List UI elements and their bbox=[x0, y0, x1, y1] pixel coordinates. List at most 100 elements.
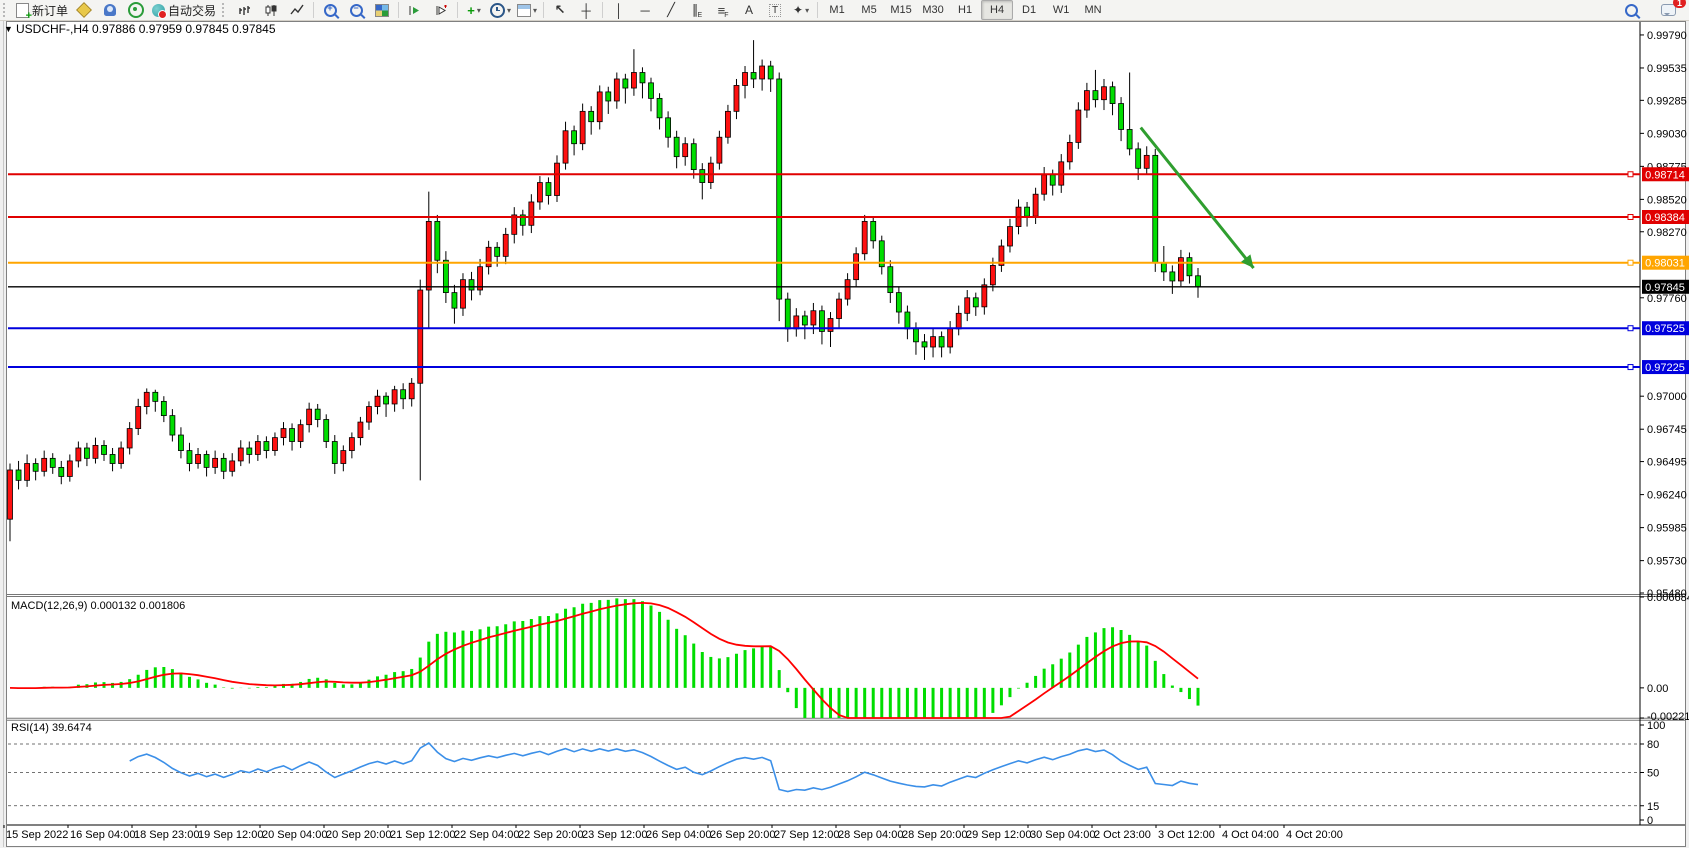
zoom-in-button[interactable]: + bbox=[317, 0, 343, 20]
line-handle[interactable] bbox=[1627, 259, 1634, 266]
candle-up bbox=[1041, 174, 1048, 195]
line-handle[interactable] bbox=[1627, 213, 1634, 220]
candle-down bbox=[49, 457, 56, 468]
candle-down bbox=[648, 82, 654, 99]
new-order-button[interactable]: 新订单 bbox=[13, 0, 71, 22]
candle-up bbox=[554, 162, 560, 196]
date-label: 27 Sep 12:00 bbox=[774, 829, 839, 841]
timeframe-button-m1[interactable]: M1 bbox=[829, 4, 845, 16]
date-label: 16 Sep 04:00 bbox=[70, 829, 135, 841]
cursor-button[interactable]: ↖ bbox=[547, 0, 573, 20]
candle-down bbox=[383, 395, 389, 405]
line-handle[interactable] bbox=[1627, 171, 1634, 178]
notification-badge: 1 bbox=[1673, 0, 1686, 8]
text-label-button[interactable]: T bbox=[762, 0, 788, 20]
timeframe-button-m15[interactable]: M15 bbox=[890, 4, 912, 16]
candle-up bbox=[357, 421, 364, 439]
candle-down bbox=[331, 441, 338, 464]
timeframe-group: M1 M5 M15 M30 H1 H4 D1 W1 MN bbox=[821, 0, 1109, 20]
price-level-badge-label: 0.97525 bbox=[1645, 323, 1685, 335]
profiles-button[interactable] bbox=[71, 0, 97, 20]
vertical-line-button[interactable]: │ bbox=[606, 0, 632, 20]
market-watch-button[interactable] bbox=[97, 0, 123, 20]
macd-indicator-label: MACD(12,26,9) 0.000132 0.001806 bbox=[11, 600, 185, 612]
bar-chart-button[interactable] bbox=[232, 0, 258, 20]
notifications-button[interactable]: 1 bbox=[1655, 0, 1686, 20]
date-label: 28 Sep 04:00 bbox=[838, 829, 903, 841]
candle-up bbox=[425, 220, 432, 291]
trend-arrow-line[interactable] bbox=[1139, 126, 1255, 269]
autotrading-button[interactable]: 自动交易 bbox=[149, 0, 219, 20]
templates-button[interactable]: ▾ bbox=[514, 0, 540, 20]
candle-down bbox=[519, 214, 526, 226]
price-level-badge bbox=[1642, 279, 1689, 294]
price-tick-label: 0.99535 bbox=[1647, 63, 1687, 75]
candle-down bbox=[699, 169, 706, 183]
price-level-badge bbox=[1642, 255, 1689, 270]
candle-down bbox=[904, 311, 911, 330]
candlestick-chart-icon bbox=[265, 4, 277, 16]
toolbar-grip bbox=[222, 3, 229, 17]
candle-down bbox=[895, 292, 902, 313]
tile-windows-button[interactable] bbox=[369, 0, 395, 20]
candle-down bbox=[289, 428, 295, 442]
timeframe-button-mn[interactable]: MN bbox=[1084, 4, 1102, 16]
candle-down bbox=[690, 143, 697, 171]
chart-canvas[interactable]: 0.997900.995350.992850.990300.987750.985… bbox=[0, 21, 1689, 848]
candle-up bbox=[195, 454, 201, 464]
periods-button[interactable]: ▾ bbox=[487, 0, 514, 20]
fibonacci-button[interactable]: ≡ F bbox=[710, 0, 736, 20]
candle-down bbox=[750, 72, 757, 80]
chart-window[interactable]: 0.997900.995350.992850.990300.987750.985… bbox=[0, 21, 1689, 848]
signals-button[interactable] bbox=[123, 0, 149, 20]
line-handle[interactable] bbox=[1627, 364, 1634, 371]
price-tick-label: 0.96495 bbox=[1647, 457, 1687, 469]
line-handle[interactable] bbox=[1627, 325, 1634, 332]
trendline-button[interactable]: ╱ bbox=[658, 0, 684, 20]
line-chart-button[interactable] bbox=[284, 0, 310, 20]
candle-down bbox=[913, 328, 919, 343]
toolbar-separator bbox=[602, 2, 604, 18]
candlestick-chart-button[interactable] bbox=[258, 0, 284, 20]
date-label: 3 Oct 12:00 bbox=[1158, 829, 1215, 841]
candle-down bbox=[588, 110, 595, 123]
text-button[interactable]: A bbox=[736, 0, 762, 20]
candle-down bbox=[1160, 262, 1167, 273]
candle-down bbox=[545, 182, 552, 196]
profiles-icon bbox=[76, 2, 92, 18]
candle-down bbox=[178, 434, 184, 451]
chevron-down-icon: ▾ bbox=[533, 5, 538, 15]
auto-scroll-button[interactable] bbox=[402, 0, 428, 20]
candle-up bbox=[853, 253, 860, 281]
candle-up bbox=[827, 318, 834, 332]
indicators-button[interactable]: + ▾ bbox=[461, 0, 487, 20]
trend-arrow-head[interactable] bbox=[1240, 254, 1254, 269]
macd-tick-label: 0.00 bbox=[1647, 683, 1668, 695]
zoom-out-button[interactable]: − bbox=[343, 0, 369, 20]
candle-up bbox=[1075, 109, 1082, 143]
candle-down bbox=[673, 136, 680, 158]
date-label: 28 Sep 20:00 bbox=[902, 829, 967, 841]
candle-up bbox=[1032, 193, 1039, 217]
candle-up bbox=[955, 312, 962, 330]
candle-down bbox=[494, 246, 501, 257]
chart-shift-button[interactable] bbox=[428, 0, 454, 20]
trendline-icon: ╱ bbox=[667, 2, 675, 17]
candle-down bbox=[801, 315, 808, 326]
horizontal-line-button[interactable]: ─ bbox=[632, 0, 658, 20]
chart-window-border bbox=[6, 21, 1686, 847]
channel-button[interactable]: ∥ E bbox=[684, 0, 710, 20]
crosshair-button[interactable]: ┼ bbox=[573, 0, 599, 20]
candle-up bbox=[981, 284, 988, 308]
search-button[interactable] bbox=[1619, 0, 1645, 20]
timeframe-button-m30[interactable]: M30 bbox=[922, 4, 944, 16]
timeframe-button-h4[interactable]: H4 bbox=[981, 0, 1014, 20]
shapes-button[interactable]: ✦ ▾ bbox=[788, 0, 814, 20]
price-level-badge bbox=[1642, 360, 1689, 375]
timeframe-button-w1[interactable]: W1 bbox=[1052, 4, 1070, 16]
timeframe-button-d1[interactable]: D1 bbox=[1022, 4, 1037, 16]
timeframe-button-m5[interactable]: M5 bbox=[861, 4, 877, 16]
candle-down bbox=[1186, 257, 1193, 277]
timeframe-button-h1[interactable]: H1 bbox=[958, 4, 973, 16]
candle-up bbox=[861, 220, 868, 255]
